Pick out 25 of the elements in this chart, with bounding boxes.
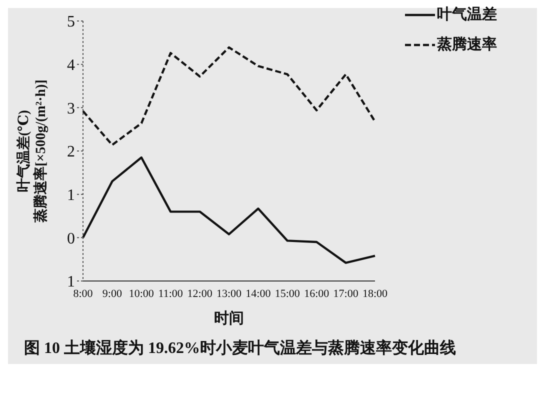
x-tick-label: 16:00 [304, 288, 330, 300]
y-tick-label: 3 [67, 100, 75, 118]
legend-label: 蒸腾速率 [437, 35, 497, 55]
x-tick-label: 13:00 [216, 288, 242, 300]
y-tick-label: 1 [67, 187, 75, 204]
y-tick-label: 5 [67, 14, 75, 31]
text: 图 10 土壤湿度为 19.62%时小麦叶气温差与蒸腾速率变化曲线 [23, 338, 457, 359]
y-tick-label: 0 [67, 230, 75, 248]
legend-label: 叶气温差 [437, 5, 497, 25]
line-series [82, 46, 376, 146]
y-tick-label: 1 [67, 274, 75, 291]
x-tick-label: 18:00 [362, 288, 388, 300]
x-tick-label: 11:00 [158, 288, 184, 300]
x-tick-label: 14:00 [246, 288, 272, 300]
x-tick-label: 10:00 [128, 288, 154, 300]
x-tick-label: 12:00 [187, 288, 213, 300]
line-series [82, 156, 376, 264]
y-axis-title: 叶气温差(℃) 蒸腾速率[×500g/(m²·h)] [16, 80, 49, 224]
y-tick-label: 2 [67, 144, 75, 161]
y-tick-label: 4 [67, 57, 75, 74]
x-axis-title: 时间 [214, 310, 244, 327]
x-tick-label: 17:00 [333, 288, 359, 300]
x-tick-label: 15:00 [274, 288, 300, 300]
x-tick-label: 9:00 [102, 288, 122, 300]
x-tick-label: 8:00 [73, 288, 94, 300]
